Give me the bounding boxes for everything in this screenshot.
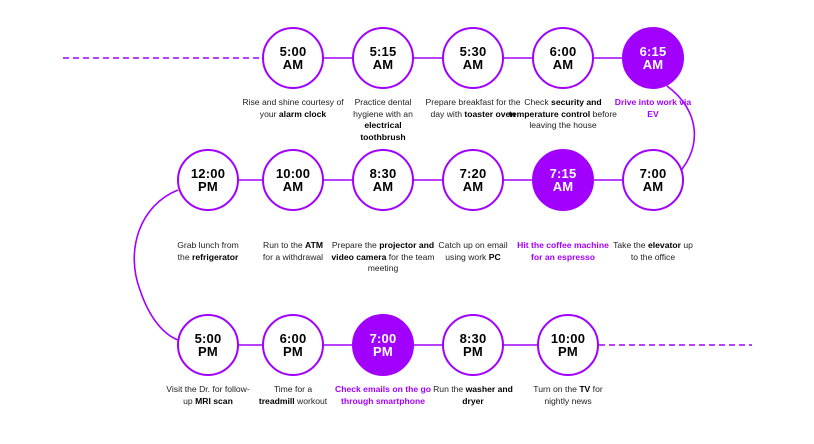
node-time: 7:15 [549, 166, 577, 181]
node-period: AM [642, 179, 664, 194]
node-period: PM [558, 344, 578, 359]
timeline-node-5-30-am: 5:30 AM [442, 27, 504, 89]
node-period: AM [552, 179, 574, 194]
timeline-node-5-15-am: 5:15 AM [352, 27, 414, 89]
timeline-node-7-20-am: 7:20 AM [442, 149, 504, 211]
node-time: 7:00 [639, 166, 667, 181]
node-time: 5:15 [369, 44, 397, 59]
timeline-node-10-00-pm: 10:00 PM [537, 314, 599, 376]
node-period: PM [463, 344, 483, 359]
timeline-node-6-15-am-highlighted: 6:15 AM [622, 27, 684, 89]
node-time: 12:00 [190, 166, 226, 181]
node-time: 7:20 [459, 166, 487, 181]
node-caption-highlighted: Hit the coffee machine for an espresso [517, 240, 609, 262]
node-caption: Time for a treadmill workout [258, 384, 328, 406]
node-time: 6:00 [549, 44, 577, 59]
node-time: 5:00 [279, 44, 307, 59]
timeline-node-8-30-pm: 8:30 PM [442, 314, 504, 376]
node-time: 7:00 [369, 331, 397, 346]
node-caption: Prepare the projector and video camera f… [331, 240, 435, 274]
node-caption: Take the elevator up to the office [613, 240, 693, 262]
node-period: PM [283, 344, 303, 359]
node-time: 5:30 [459, 44, 487, 59]
node-caption: Run to the ATM for a withdrawal [262, 240, 324, 262]
node-caption: Run the washer and dryer [433, 384, 513, 406]
timeline-node-7-00-pm-highlighted: 7:00 PM [352, 314, 414, 376]
node-caption-highlighted: Drive into work via EV [614, 97, 692, 119]
node-caption: Practice dental hygiene with an electric… [353, 97, 413, 143]
node-caption: Turn on the TV for nightly news [533, 384, 603, 406]
node-period: AM [372, 179, 394, 194]
node-time: 10:00 [275, 166, 311, 181]
timeline-node-7-00-am: 7:00 AM [622, 149, 684, 211]
node-caption: Check security and temperature control b… [509, 97, 617, 131]
node-period: AM [642, 57, 664, 72]
node-period: PM [198, 179, 218, 194]
node-caption: Grab lunch from the refrigerator [177, 240, 239, 262]
node-period: AM [282, 179, 304, 194]
node-caption-highlighted: Check emails on the go through smartphon… [335, 384, 431, 406]
node-period: PM [373, 344, 393, 359]
node-period: AM [462, 179, 484, 194]
node-time: 8:30 [369, 166, 397, 181]
node-time: 6:15 [639, 44, 667, 59]
timeline-node-12-00-pm: 12:00 PM [177, 149, 239, 211]
node-caption: Prepare breakfast for the day with toast… [425, 97, 521, 119]
timeline-node-10-00-am: 10:00 AM [262, 149, 324, 211]
timeline-node-5-00-am: 5:00 AM [262, 27, 324, 89]
timeline-node-6-00-pm: 6:00 PM [262, 314, 324, 376]
curve-left [133, 189, 179, 341]
timeline-node-7-15-am-highlighted: 7:15 AM [532, 149, 594, 211]
node-time: 5:00 [194, 331, 222, 346]
timeline-node-5-00-pm: 5:00 PM [177, 314, 239, 376]
node-time: 8:30 [459, 331, 487, 346]
node-period: AM [282, 57, 304, 72]
node-caption: Rise and shine courtesy of your alarm cl… [242, 97, 344, 119]
node-period: AM [462, 57, 484, 72]
node-time: 6:00 [279, 331, 307, 346]
timeline-node-8-30-am: 8:30 AM [352, 149, 414, 211]
timeline-node-6-00-am: 6:00 AM [532, 27, 594, 89]
node-caption: Visit the Dr. for follow-up MRI scan [166, 384, 250, 406]
node-period: AM [552, 57, 574, 72]
node-time: 10:00 [550, 331, 586, 346]
node-period: AM [372, 57, 394, 72]
node-caption: Catch up on email using work PC [438, 240, 508, 262]
node-period: PM [198, 344, 218, 359]
